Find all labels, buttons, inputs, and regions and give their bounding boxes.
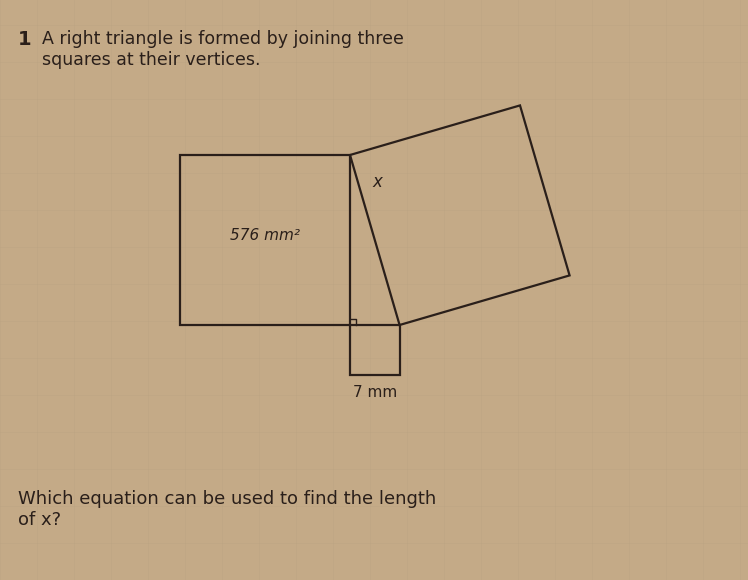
Text: 7 mm: 7 mm [352,385,397,400]
Text: x: x [372,173,382,191]
Text: 1: 1 [18,30,31,49]
Text: Which equation can be used to find the length
of x?: Which equation can be used to find the l… [18,490,436,529]
Text: 576 mm²: 576 mm² [230,227,300,242]
Text: A right triangle is formed by joining three
squares at their vertices.: A right triangle is formed by joining th… [42,30,404,69]
